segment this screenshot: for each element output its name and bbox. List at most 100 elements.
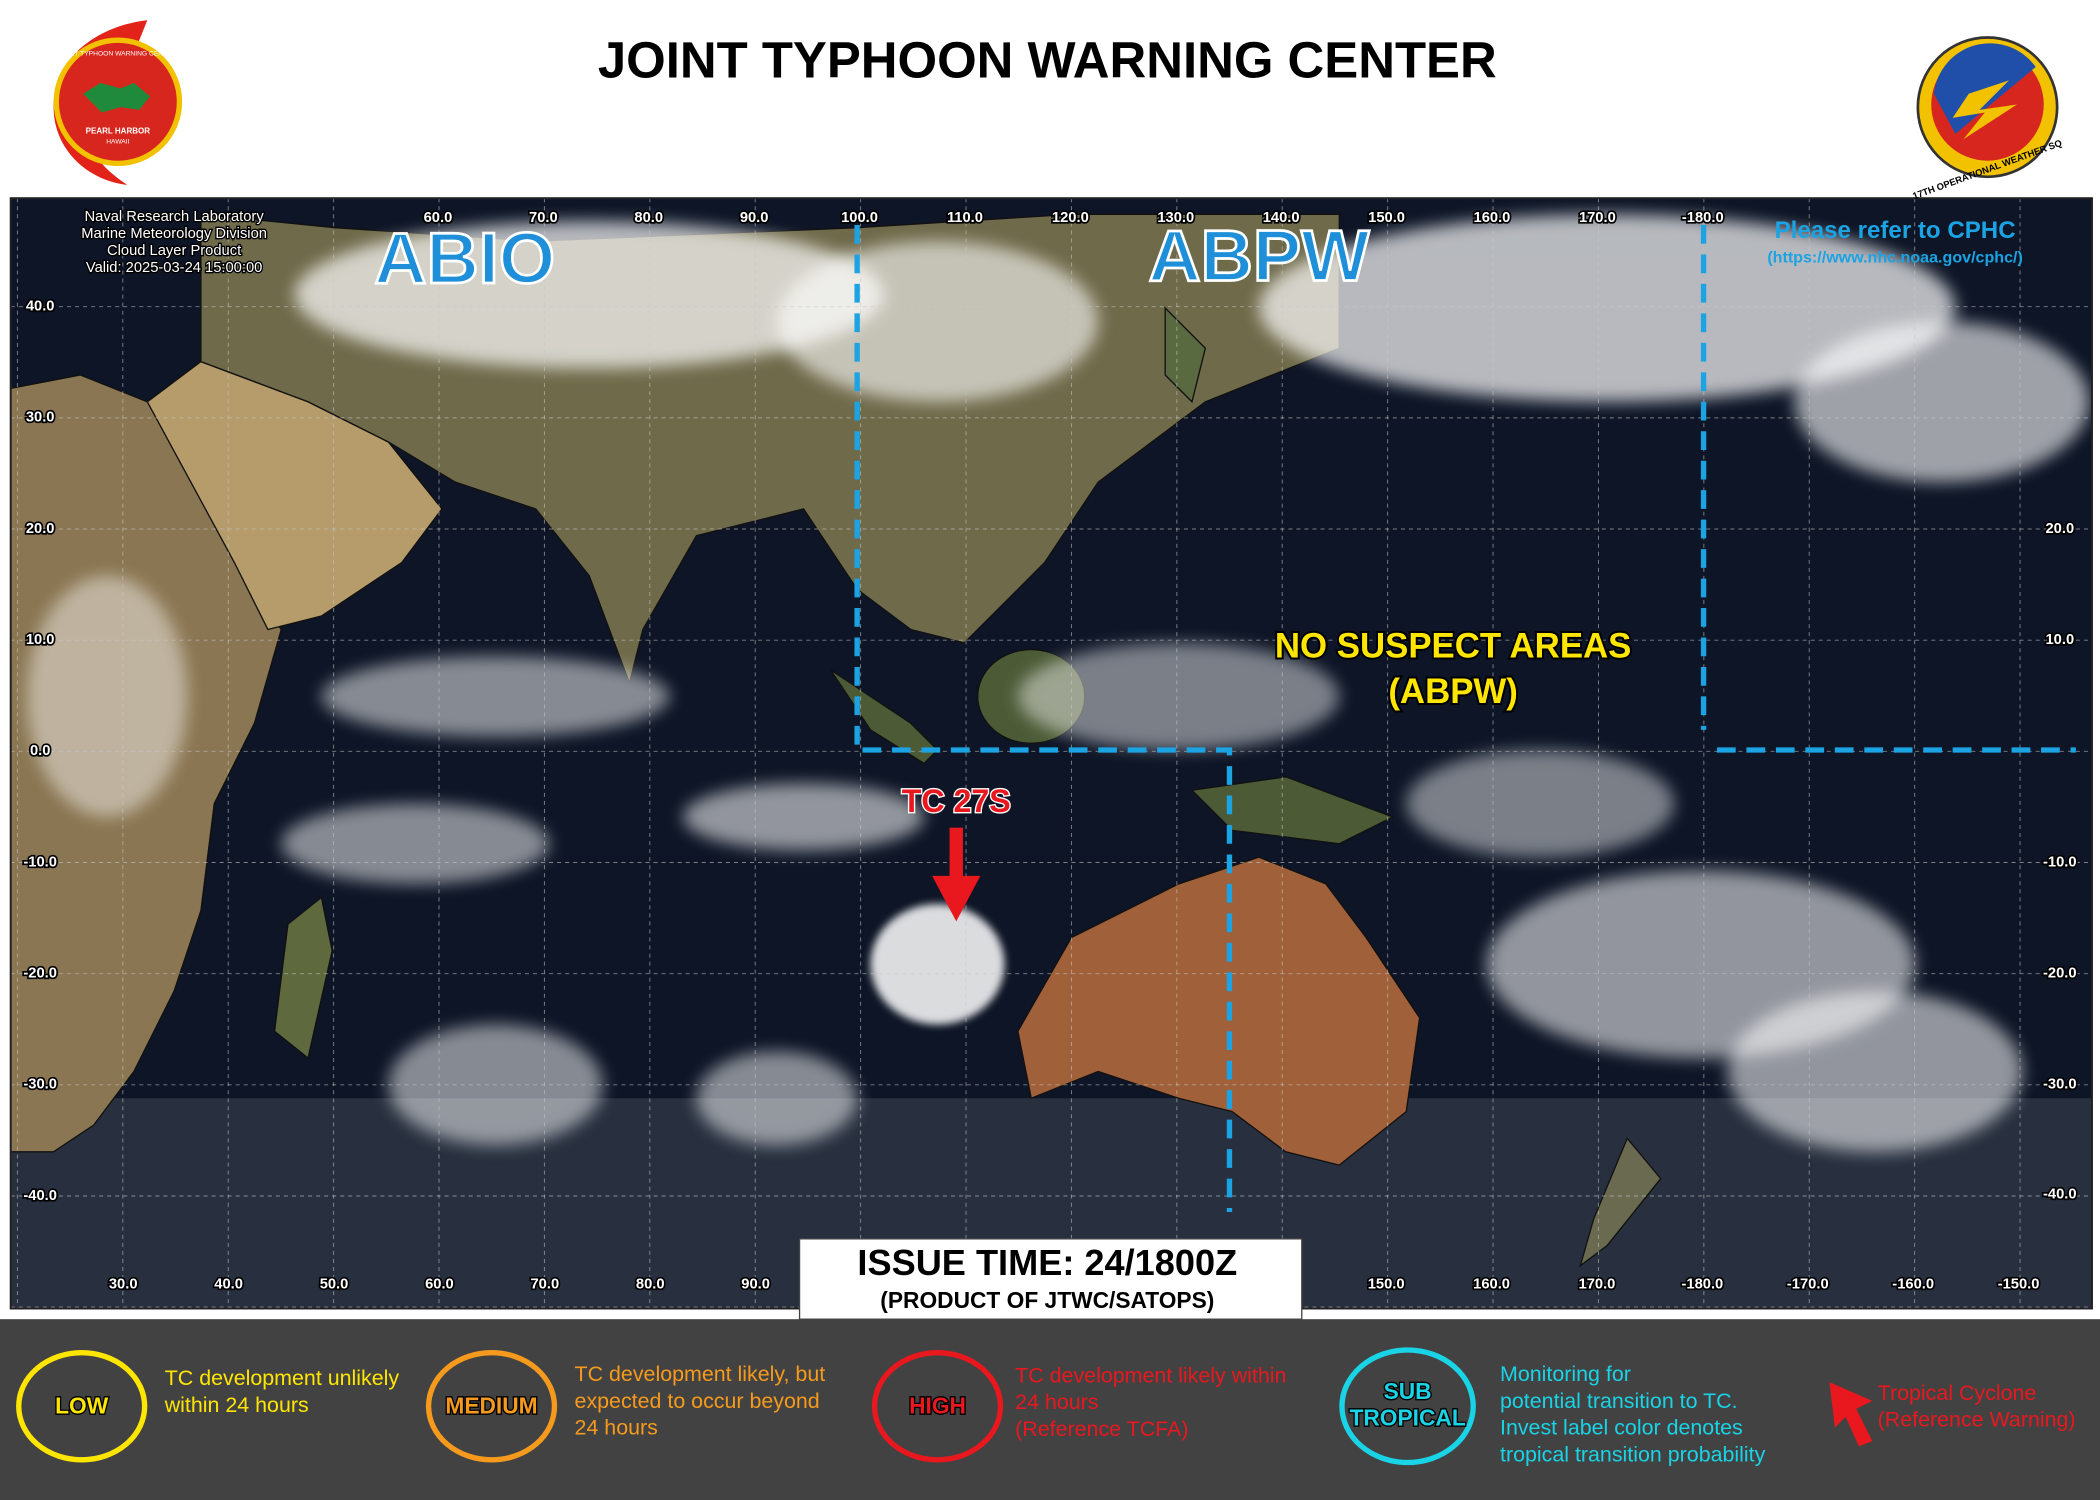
- lon-label: 70.0: [530, 1276, 559, 1292]
- lat-label: 20.0: [26, 521, 55, 537]
- lon-label: -180.0: [1681, 1276, 1723, 1292]
- no-suspect-label: NO SUSPECT AREAS: [1275, 626, 1632, 665]
- lon-label: -180.0: [1682, 210, 1724, 226]
- abio-abpw-boundary: [854, 224, 1233, 1213]
- legend-text: 24 hours: [575, 1416, 658, 1440]
- lon-label: 160.0: [1474, 210, 1511, 226]
- low-circle: [16, 1350, 148, 1463]
- new-guinea: [1190, 776, 1395, 845]
- madagascar: [273, 896, 333, 1060]
- aor-boundaries: [854, 224, 2076, 1213]
- lat-label: -40.0: [2043, 1187, 2077, 1203]
- cloud: [696, 1051, 858, 1146]
- lon-label: 90.0: [741, 1276, 770, 1292]
- cloud: [26, 575, 188, 817]
- legend-text: TC development likely, but: [575, 1362, 826, 1386]
- legend-text: expected to occur beyond: [575, 1389, 820, 1413]
- high-circle: [871, 1350, 1004, 1463]
- cloud: [1727, 991, 2023, 1152]
- lat-label: 30.0: [26, 410, 55, 426]
- legend-text: (Reference Warning): [1878, 1408, 2076, 1432]
- japan: [1164, 306, 1207, 404]
- legend-text: 24 hours: [1015, 1390, 1098, 1414]
- legend-label: LOW: [55, 1393, 109, 1419]
- legend-text: within 24 hours: [164, 1393, 309, 1417]
- subtropical-circle: [1339, 1347, 1476, 1466]
- lat-label: 10.0: [26, 632, 55, 648]
- cloud: [776, 241, 1099, 402]
- lon-label: 30.0: [109, 1276, 138, 1292]
- tc-arrow: [932, 827, 981, 922]
- legend-text: TC development unlikely: [165, 1366, 400, 1390]
- lon-label: 70.0: [529, 210, 558, 226]
- lon-label: 120.0: [1052, 210, 1089, 226]
- arrow-shaft: [949, 827, 963, 882]
- source-line: Naval Research Laboratory: [85, 209, 265, 225]
- issue-time: ISSUE TIME: 24/1800Z: [857, 1242, 1237, 1283]
- lon-label: -170.0: [1787, 1276, 1829, 1292]
- sumatra: [829, 669, 939, 765]
- legend-panel: [0, 1319, 2100, 1500]
- lon-label: 100.0: [841, 210, 878, 226]
- product-line: (PRODUCT OF JTWC/SATOPS): [880, 1287, 1214, 1313]
- tc-legend-arrow: [1829, 1382, 1873, 1447]
- lon-label: 160.0: [1473, 1276, 1510, 1292]
- map-imagery: [10, 198, 2092, 1309]
- source-line: Marine Meteorology Division: [81, 226, 267, 242]
- cphc-url: (https://www.nhc.noaa.gov/cphc/): [1767, 249, 2023, 267]
- lat-label: -20.0: [23, 966, 57, 982]
- lon-label: 150.0: [1368, 210, 1405, 226]
- lat-label: 0.0: [30, 743, 50, 759]
- lon-label: 80.0: [636, 1276, 665, 1292]
- arrow-head: [932, 875, 981, 922]
- legend-text: Monitoring for: [1500, 1362, 1631, 1386]
- cloud: [683, 783, 925, 851]
- legend-text: Tropical Cyclone: [1878, 1381, 2037, 1405]
- new-zealand: [1579, 1137, 1662, 1268]
- legend-text: potential transition to TC.: [1500, 1389, 1738, 1413]
- lon-label: 150.0: [1368, 1276, 1405, 1292]
- cloud: [1794, 321, 2090, 483]
- lon-label: 80.0: [634, 210, 663, 226]
- region-label: ABIO: [374, 219, 555, 299]
- logo-text: HAWAII: [106, 139, 129, 146]
- issue-box: [798, 1238, 1303, 1320]
- lon-label: 110.0: [947, 210, 983, 226]
- lat-label: -20.0: [2043, 966, 2077, 982]
- legend-text: tropical transition probability: [1500, 1442, 1766, 1466]
- legend-text: Invest label color denotes: [1500, 1416, 1743, 1440]
- australia: [1017, 856, 1421, 1166]
- lon-label: 170.0: [1579, 210, 1616, 226]
- lat-label: 10.0: [2045, 632, 2074, 648]
- cyclone-cloud: [870, 904, 1005, 1025]
- graticule: [10, 198, 2092, 1309]
- legend-label: SUB: [1384, 1378, 1432, 1404]
- lon-label: 60.0: [424, 210, 453, 226]
- lon-label: 170.0: [1579, 1276, 1616, 1292]
- lon-label: 50.0: [320, 1276, 349, 1292]
- lat-label: -30.0: [23, 1077, 57, 1093]
- lon-label: 60.0: [425, 1276, 454, 1292]
- no-suspect-label: (ABPW): [1388, 672, 1518, 711]
- lon-label: 40.0: [214, 1276, 243, 1292]
- title: JOINT TYPHOON WARNING CENTER: [598, 32, 1497, 89]
- region-label: ABPW: [1148, 216, 1370, 296]
- legend-symbols: [16, 1347, 1476, 1466]
- cloud: [294, 220, 884, 369]
- right-logo: [1916, 36, 2059, 179]
- logo-islands: [83, 83, 150, 113]
- legend-label: TROPICAL: [1349, 1405, 1465, 1431]
- lon-label: -160.0: [1892, 1276, 1934, 1292]
- source-line: Cloud Layer Product: [107, 243, 241, 259]
- cloud: [1017, 642, 1340, 750]
- cloud: [321, 656, 670, 737]
- logo-text: PEARL HARBOR: [86, 126, 151, 135]
- lon-label: 140.0: [1263, 210, 1300, 226]
- cloud: [281, 803, 550, 884]
- clouds: [26, 214, 2090, 1152]
- legend-label: HIGH: [909, 1393, 966, 1419]
- logo-bolt: [1952, 80, 2017, 140]
- cloud: [1406, 750, 1675, 858]
